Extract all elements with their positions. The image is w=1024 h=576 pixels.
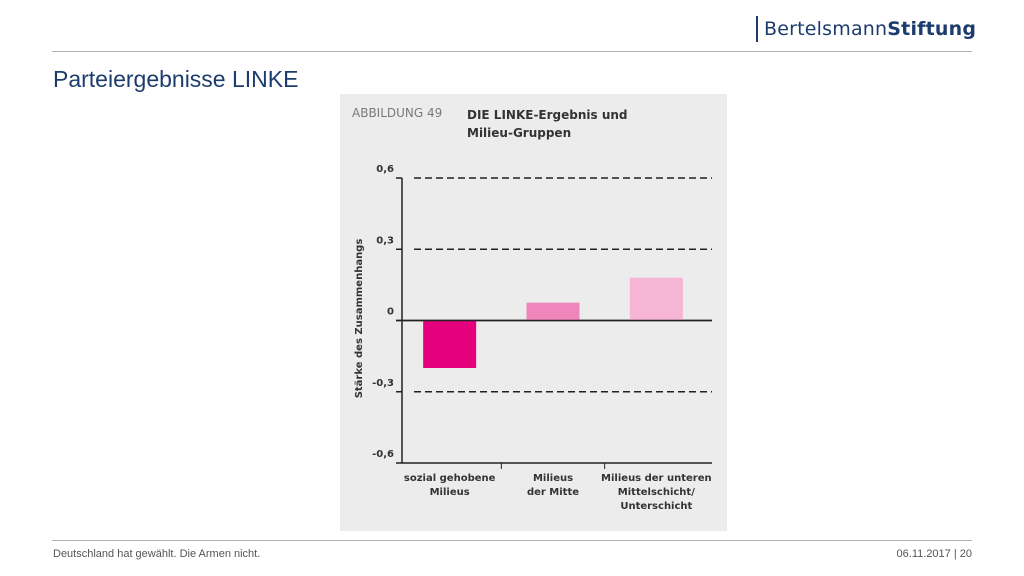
x-tick-labels: sozial gehobene Milieus Milieus der Mitte Mi… — [404, 463, 712, 512]
footer-date-page: 06.11.2017 | 20 — [896, 548, 972, 560]
y-tick-label: -0,6 — [372, 449, 394, 460]
figure-title-line-2: Milieu-Gruppen — [467, 126, 572, 140]
x-tick-label: Milieus der unteren Mittelschicht/Untersc… — [601, 473, 712, 512]
brand-name-regular: Bertelsmann — [764, 18, 888, 40]
bars — [396, 277, 712, 368]
y-tick-label: 0,6 — [376, 164, 394, 175]
y-tick-label: 0,3 — [376, 235, 394, 246]
y-axis-label: Stärke des Zusammenhangs — [354, 239, 365, 399]
bar — [423, 320, 477, 368]
figure-title: DIE LINKE-Ergebnis und Milieu-Gruppen — [467, 106, 667, 142]
footer-caption: Deutschland hat gewählt. Die Armen nicht… — [53, 548, 261, 560]
y-tick-label: -0,3 — [372, 378, 394, 389]
brand-logo: BertelsmannStiftung — [756, 15, 976, 43]
page-title: Parteiergebnisse LINKE — [53, 66, 299, 92]
y-axis: 0,6 0,3 0 -0,3 -0,6 Stärke des Zusammenhangs — [354, 164, 403, 463]
brand-name-bold: Stiftung — [887, 18, 977, 40]
figure-label: ABBILDUNG 49 — [352, 106, 443, 120]
brand-bar — [756, 16, 758, 42]
bar — [629, 277, 683, 321]
brand-name: BertelsmannStiftung — [764, 18, 976, 40]
footer-divider — [52, 540, 972, 541]
header-divider — [52, 51, 972, 52]
figure-title-line-1: DIE LINKE-Ergebnis und — [467, 108, 628, 122]
grid-lines — [396, 177, 712, 464]
y-tick-label: 0 — [387, 307, 394, 318]
x-tick-label: sozial gehobene Milieus — [404, 473, 496, 498]
bar — [526, 302, 580, 321]
x-tick-label: Milieus der Mitte — [527, 473, 579, 498]
